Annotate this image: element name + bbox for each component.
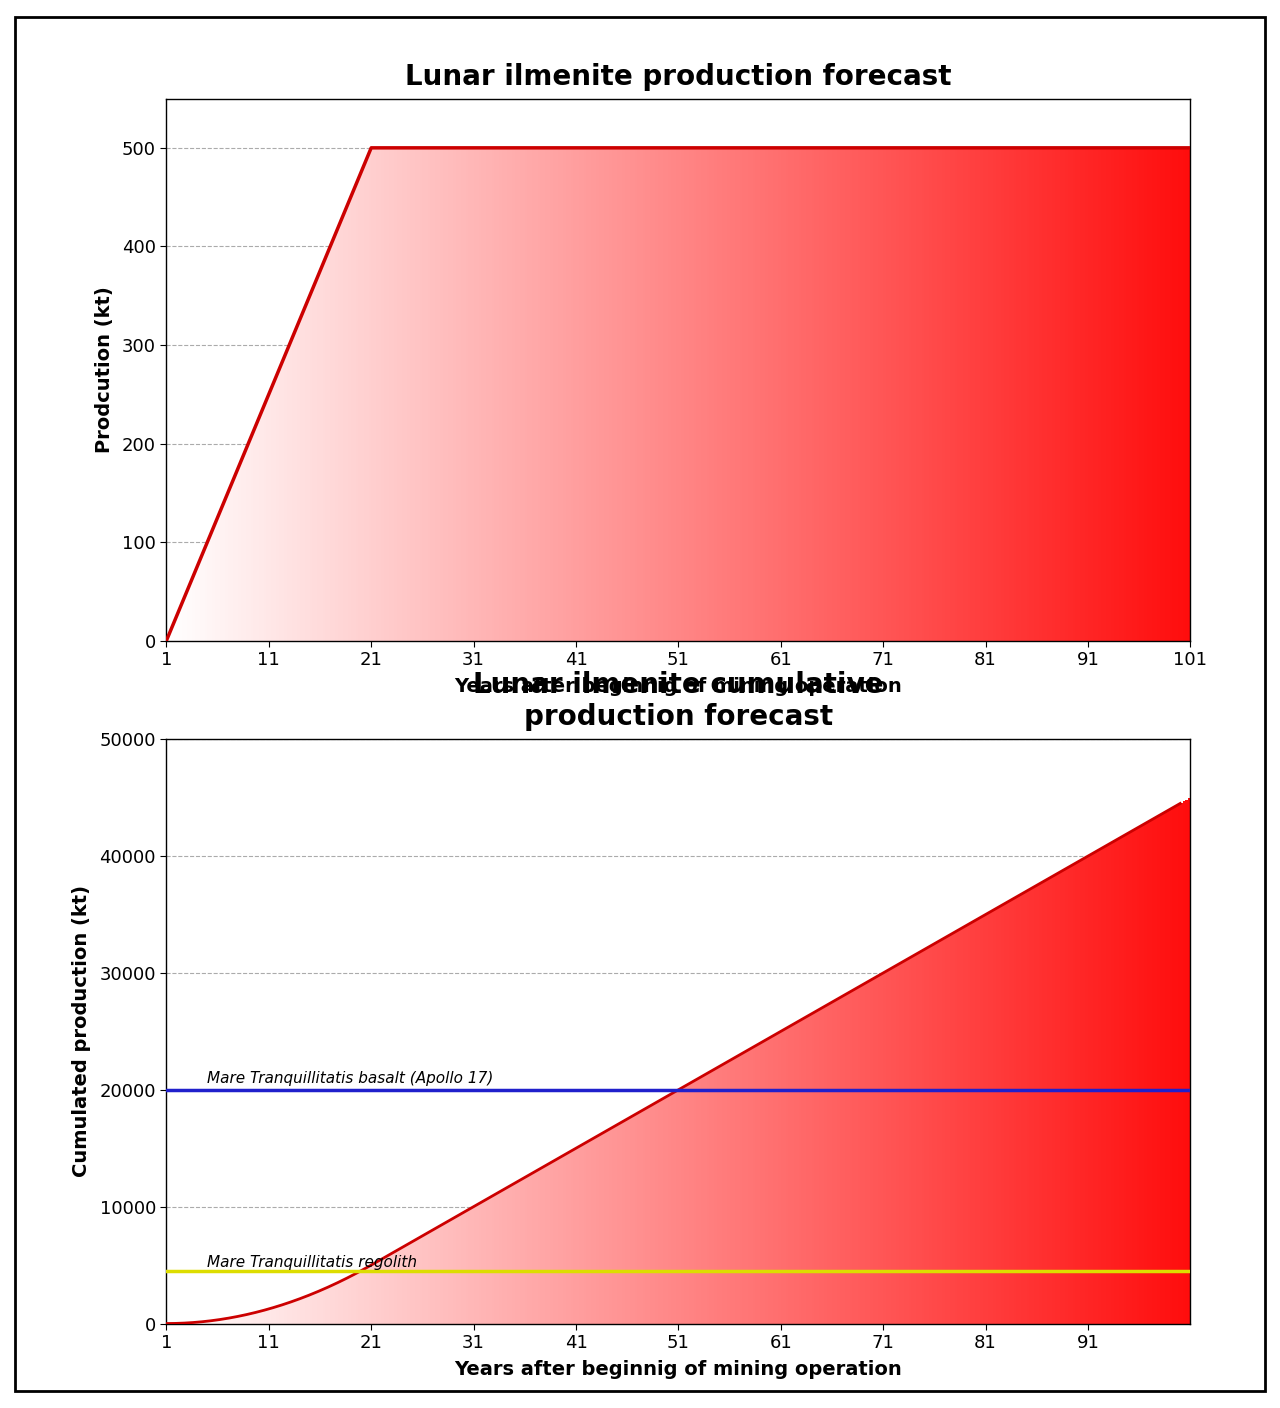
Title: Lunar ilmenite production forecast: Lunar ilmenite production forecast	[406, 63, 951, 90]
Y-axis label: Cumulated production (kt): Cumulated production (kt)	[72, 886, 91, 1177]
X-axis label: Years after beginnig of mining operation: Years after beginnig of mining operation	[454, 677, 902, 697]
Title: Lunar ilmenite cumulative
production forecast: Lunar ilmenite cumulative production for…	[474, 670, 883, 731]
X-axis label: Years after beginnig of mining operation: Years after beginnig of mining operation	[454, 1360, 902, 1380]
Text: Mare Tranquillitatis regolith: Mare Tranquillitatis regolith	[207, 1255, 417, 1270]
Y-axis label: Prodcution (kt): Prodcution (kt)	[95, 286, 114, 453]
Text: Mare Tranquillitatis basalt (Apollo 17): Mare Tranquillitatis basalt (Apollo 17)	[207, 1070, 494, 1086]
